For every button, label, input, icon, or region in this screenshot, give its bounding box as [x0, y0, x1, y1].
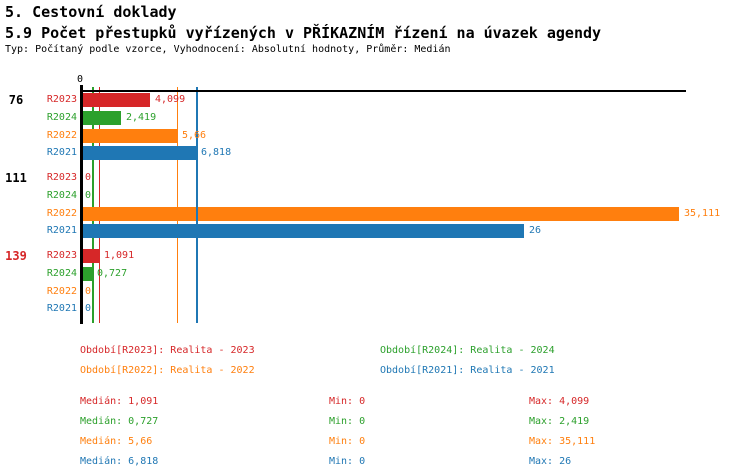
bar-value-label: 0 [85, 303, 92, 314]
bar-row-label-r2024: R2024 [46, 268, 77, 279]
bar-r2022 [83, 129, 177, 143]
median-line-r2022 [176, 87, 179, 323]
bar-r2021 [83, 146, 196, 160]
bar-value-label: 6,818 [201, 147, 232, 158]
bar-value-label: 0 [85, 172, 92, 183]
stat-min-r2021: Min: 0 [329, 456, 366, 467]
bar-row-label-r2022: R2022 [46, 286, 77, 297]
bar-row-label-r2022: R2022 [46, 130, 77, 141]
bar-row-label-r2024: R2024 [46, 190, 77, 201]
median-line-r2024 [92, 87, 94, 323]
report-section-title: 5. Cestovní doklady [5, 3, 177, 21]
chart-subtitle: Typ: Počítaný podle vzorce, Vyhodnocení:… [5, 44, 451, 55]
bar-value-label: 2,419 [126, 112, 157, 123]
stat-max-r2022: Max: 35,111 [529, 436, 596, 447]
bar-value-label: 1,091 [104, 250, 135, 261]
bar-value-label: 4,099 [155, 94, 186, 105]
bar-value-label: 35,111 [684, 208, 721, 219]
group-label: 76 [8, 93, 24, 107]
bar-value-label: 26 [529, 225, 542, 236]
stat-median-r2023: Medián: 1,091 [80, 396, 159, 407]
group-label: 111 [5, 171, 27, 185]
bar-r2021 [83, 224, 524, 238]
legend-item-r2021: Období[R2021]: Realita - 2021 [380, 365, 555, 376]
top-axis-line [80, 90, 686, 92]
legend-item-r2022: Období[R2022]: Realita - 2022 [80, 365, 255, 376]
bar-r2024 [83, 267, 92, 281]
bar-r2023 [83, 249, 99, 263]
bar-r2023 [83, 93, 150, 107]
bar-row-label-r2021: R2021 [46, 147, 77, 158]
stat-median-r2021: Medián: 6,818 [80, 456, 159, 467]
bar-value-label: 0,727 [97, 268, 128, 279]
bar-r2024 [83, 111, 121, 125]
stat-median-r2022: Medián: 5,66 [80, 436, 153, 447]
bar-row-label-r2022: R2022 [46, 208, 77, 219]
chart-title: 5.9 Počet přestupků vyřízených v PŘÍKAZN… [5, 24, 602, 42]
bar-value-label: 5,66 [182, 130, 207, 141]
bar-row-label-r2024: R2024 [46, 112, 77, 123]
bar-row-label-r2023: R2023 [46, 250, 77, 261]
bar-value-label: 0 [85, 286, 92, 297]
stat-max-r2023: Max: 4,099 [529, 396, 590, 407]
axis-zero-tick-label: 0 [76, 74, 84, 85]
bar-row-label-r2021: R2021 [46, 303, 77, 314]
value-axis-line [80, 85, 83, 324]
group-label: 139 [5, 249, 27, 263]
legend-item-r2023: Období[R2023]: Realita - 2023 [80, 345, 255, 356]
stat-min-r2023: Min: 0 [329, 396, 366, 407]
legend-item-r2024: Období[R2024]: Realita - 2024 [380, 345, 555, 356]
bar-row-label-r2021: R2021 [46, 225, 77, 236]
bar-row-label-r2023: R2023 [46, 172, 77, 183]
stat-max-r2024: Max: 2,419 [529, 416, 590, 427]
stat-min-r2024: Min: 0 [329, 416, 366, 427]
stat-min-r2022: Min: 0 [329, 436, 366, 447]
bar-value-label: 0 [85, 190, 92, 201]
stat-median-r2024: Medián: 0,727 [80, 416, 159, 427]
bar-r2022 [83, 207, 679, 221]
median-line-r2023 [98, 87, 101, 323]
bar-row-label-r2023: R2023 [46, 94, 77, 105]
stat-max-r2021: Max: 26 [529, 456, 572, 467]
median-line-r2021 [196, 87, 198, 323]
